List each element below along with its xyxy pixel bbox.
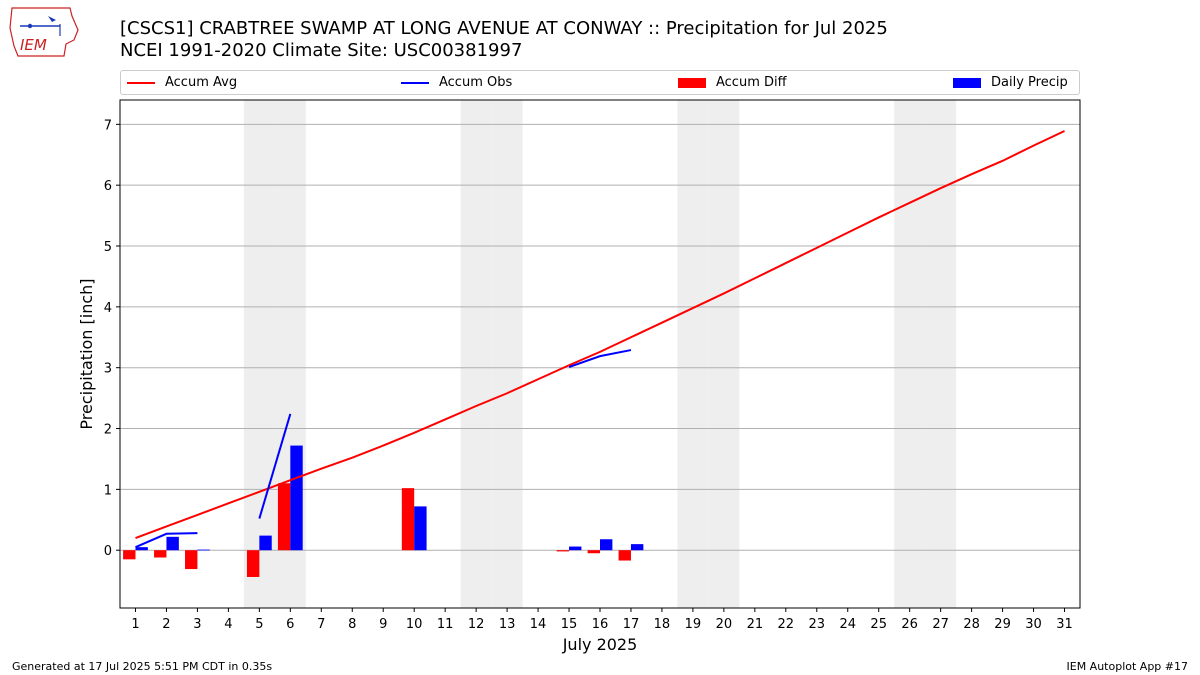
legend-swatch-daily-precip [953, 77, 981, 88]
x-tick-label: 18 [654, 617, 671, 632]
iem-logo: IEM [8, 6, 80, 58]
x-tick-label: 28 [963, 617, 980, 632]
x-tick-label: 24 [839, 617, 856, 632]
daily-precip-bar [290, 445, 303, 551]
daily-precip-bar [197, 549, 210, 551]
daily-precip-bar [166, 536, 179, 551]
x-tick-label: 25 [870, 617, 887, 632]
x-tick-label: 17 [623, 617, 640, 632]
bars [123, 445, 644, 577]
weekend-band [708, 100, 740, 608]
legend-item-daily-precip: Daily Precip [953, 74, 1068, 91]
x-tick-label: 1 [131, 617, 139, 632]
x-tick-label: 14 [530, 617, 547, 632]
accum-diff-bar [401, 488, 415, 551]
x-tick-label: 21 [747, 617, 764, 632]
legend-swatch-accum-avg [127, 81, 155, 84]
accum-diff-bar [587, 550, 600, 554]
y-tick-label: 1 [104, 483, 112, 498]
weekend-band [460, 100, 492, 608]
x-tick-label: 2 [162, 617, 170, 632]
gridlines [120, 123, 1080, 551]
y-tick-label: 7 [104, 118, 112, 133]
y-axis-label: Precipitation [inch] [77, 278, 96, 429]
accum-obs-line [568, 349, 632, 369]
legend-label-accum-obs: Accum Obs [439, 75, 513, 90]
daily-precip-bar [135, 547, 148, 551]
x-axis-label: July 2025 [562, 635, 638, 654]
y-tick-label: 0 [104, 544, 112, 559]
x-ticks: 1 2 3 4 5 6 7 8 9 10 11 12 13 14 15 16 17 18 19 20 21 22 23 24 2… [131, 608, 1073, 632]
x-tick-label: 6 [286, 617, 294, 632]
x-tick-label: 13 [499, 617, 516, 632]
legend-label-accum-diff: Accum Diff [716, 75, 787, 90]
x-tick-label: 3 [193, 617, 201, 632]
accum-diff-bar [123, 550, 136, 560]
weekend-band [925, 100, 957, 608]
chart-title: [CSCS1] CRABTREE SWAMP AT LONG AVENUE AT… [120, 18, 888, 39]
app-note: IEM Autoplot App #17 [1066, 660, 1189, 673]
y-tick-label: 4 [104, 301, 112, 316]
chart-subtitle: NCEI 1991-2020 Climate Site: USC00381997 [120, 40, 523, 61]
x-tick-label: 22 [778, 617, 795, 632]
y-tick-label: 3 [104, 362, 112, 377]
daily-precip-bar [414, 506, 427, 551]
x-tick-label: 26 [901, 617, 918, 632]
accum-diff-bar [556, 550, 570, 552]
accum-diff-bar [246, 550, 260, 577]
x-tick-label: 9 [379, 617, 387, 632]
legend-item-accum-avg: Accum Avg [127, 74, 237, 91]
accum-diff-bar [618, 550, 631, 561]
x-tick-label: 5 [255, 617, 263, 632]
accum-obs-line [258, 413, 292, 519]
y-ticks: 0 1 2 3 4 5 6 7 [104, 118, 120, 559]
legend: Accum Avg Accum Obs Accum Diff Daily Pre… [120, 70, 1080, 95]
x-tick-label: 19 [685, 617, 702, 632]
daily-precip-bar [600, 539, 613, 551]
daily-precip-bar [259, 535, 272, 551]
accum-obs-line [135, 532, 198, 549]
x-tick-label: 20 [716, 617, 733, 632]
x-tick-label: 15 [561, 617, 578, 632]
weekend-band [677, 100, 709, 608]
logo-text: IEM [20, 36, 47, 54]
legend-item-accum-diff: Accum Diff [678, 74, 787, 91]
accum-diff-bar [154, 550, 167, 558]
legend-swatch-accum-obs [401, 81, 429, 84]
accum-diff-bar [277, 483, 291, 551]
x-tick-label: 4 [224, 617, 232, 632]
x-tick-label: 31 [1056, 617, 1073, 632]
accum-avg-line [135, 130, 1065, 539]
lines [135, 130, 1065, 549]
y-tick-label: 5 [104, 240, 112, 255]
y-tick-label: 2 [104, 423, 112, 438]
weekend-shading [243, 100, 957, 608]
daily-precip-bar [630, 544, 644, 551]
x-tick-label: 30 [1025, 617, 1042, 632]
x-tick-label: 11 [437, 617, 454, 632]
generated-note: Generated at 17 Jul 2025 5:51 PM CDT in … [12, 660, 273, 673]
x-tick-label: 27 [932, 617, 949, 632]
daily-precip-bar [569, 546, 582, 551]
x-tick-label: 12 [468, 617, 485, 632]
weekend-band [491, 100, 523, 608]
y-tick-label: 6 [104, 179, 112, 194]
plot-frame [119, 99, 1081, 609]
x-tick-label: 29 [994, 617, 1011, 632]
legend-label-daily-precip: Daily Precip [991, 75, 1068, 90]
legend-swatch-accum-diff [678, 77, 706, 88]
x-tick-label: 7 [317, 617, 325, 632]
legend-item-accum-obs: Accum Obs [401, 74, 512, 91]
weekend-band [274, 100, 306, 608]
weekend-band [894, 100, 926, 608]
x-tick-label: 16 [592, 617, 609, 632]
accum-diff-bar [185, 550, 198, 570]
legend-label-accum-avg: Accum Avg [165, 75, 238, 90]
weekend-band [243, 100, 275, 608]
x-tick-label: 23 [809, 617, 826, 632]
x-tick-label: 8 [348, 617, 356, 632]
x-tick-label: 10 [406, 617, 423, 632]
